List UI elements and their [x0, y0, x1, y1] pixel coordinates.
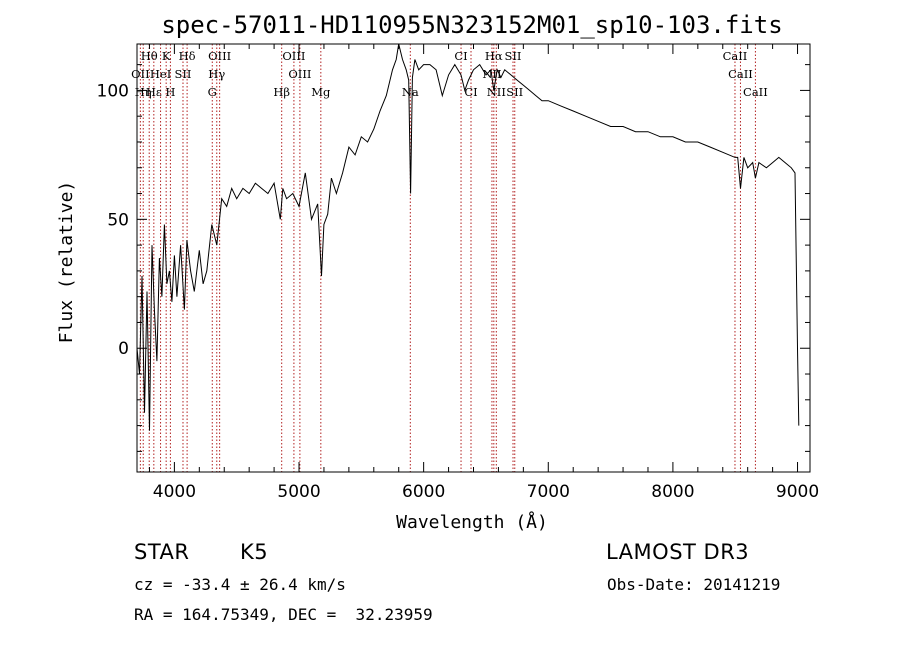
axis-ticks: 4000 5000 6000 7000 8000 9000 0 50 100: [97, 44, 819, 502]
spectral-line-label: Hε: [146, 85, 162, 99]
spectral-line-label: Hα: [485, 49, 503, 63]
y-tick-label: 100: [97, 81, 129, 101]
chart-title: spec-57011-HD110955N323152M01_sp10-103.f…: [161, 11, 782, 39]
y-tick-label: 0: [118, 339, 129, 359]
spectral-line-label: CaII: [743, 85, 768, 99]
spectral-line-label: NII: [487, 85, 506, 99]
observation-date: Obs-Date: 20141219: [607, 575, 781, 594]
spectral-line-label: Na: [402, 85, 419, 99]
spectral-line-label: H: [165, 85, 175, 99]
spectral-line-label: SII: [506, 85, 523, 99]
spectral-line-label: K: [162, 49, 171, 63]
spectral-line-label: CI: [464, 85, 477, 99]
spectral-line-label: Hθ: [141, 49, 158, 63]
spectral-line-label: Hγ: [208, 67, 225, 81]
spectral-line-label: OIII: [282, 49, 305, 63]
coordinates-readout: RA = 164.75349, DEC = 32.23959: [134, 605, 433, 624]
spectral-line-label: HeI: [150, 67, 171, 81]
spectral-line-label: SII: [175, 67, 192, 81]
y-axis-label: Flux (relative): [56, 181, 77, 344]
x-tick-label: 4000: [153, 482, 196, 502]
spectral-line-label: OII: [131, 67, 150, 81]
spectral-line-label: Hη: [135, 85, 152, 99]
survey-name: LAMOST DR3: [606, 540, 750, 564]
x-tick-label: 6000: [402, 482, 445, 502]
spectral-line-label: Hβ: [273, 85, 290, 99]
redshift-readout: cz = -33.4 ± 26.4 km/s: [134, 575, 346, 594]
spectral-line-markers: [139, 44, 756, 472]
spectral-line-label: CI: [454, 49, 467, 63]
spectral-line-label: CaII: [728, 67, 753, 81]
y-tick-label: 50: [107, 210, 129, 230]
plot-frame: [136, 43, 811, 473]
object-subclass: K5: [240, 540, 269, 564]
x-tick-label: 8000: [651, 482, 694, 502]
spectral-line-label: Mg: [311, 85, 331, 99]
x-tick-label: 7000: [527, 482, 570, 502]
spectral-line-label: SII: [505, 49, 522, 63]
spectral-line-label: OIII: [208, 49, 231, 63]
spectral-line-label: CaII: [723, 49, 748, 63]
spectral-line-label: G: [208, 85, 217, 99]
x-tick-label: 5000: [277, 482, 320, 502]
spectral-line-label: OIII: [288, 67, 311, 81]
spectrum-series-line: [136, 43, 800, 431]
x-axis-label: Wavelength (Å): [396, 511, 548, 533]
x-tick-label: 9000: [776, 482, 819, 502]
object-class: STAR: [134, 540, 190, 564]
spectral-line-label: Hδ: [179, 49, 196, 63]
